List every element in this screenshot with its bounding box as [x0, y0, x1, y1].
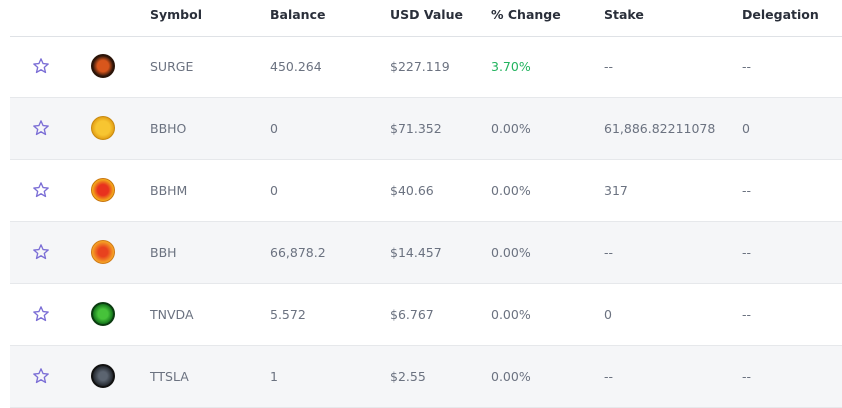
cell-symbol: BBHM [150, 183, 188, 198]
table-row: BBHM 0 $40.66 0.00% 317 -- [10, 160, 842, 222]
cell-change: 0.00% [491, 183, 531, 198]
cell-stake: -- [604, 59, 614, 74]
column-header: USD Value [390, 7, 463, 22]
cell-change: 0.00% [491, 245, 531, 260]
column-header: % Change [491, 7, 561, 22]
cell-delegation: -- [742, 183, 752, 198]
column-header: Delegation [742, 7, 819, 22]
cell-stake: 0 [604, 307, 612, 322]
table-row: TTSLA 1 $2.55 0.00% -- -- [10, 346, 842, 408]
cell-stake: -- [604, 245, 614, 260]
column-header: Balance [270, 7, 326, 22]
token-icon [91, 364, 115, 388]
table-header: Symbol Balance USD Value % Change Stake Deleg… [10, 0, 842, 37]
cell-usd-value: $40.66 [390, 183, 434, 198]
column-header: Symbol [150, 7, 202, 22]
cell-symbol: TNVDA [150, 307, 194, 322]
cell-symbol: SURGE [150, 59, 194, 74]
token-icon [91, 116, 115, 140]
favorite-star[interactable] [32, 119, 50, 137]
favorite-star[interactable] [32, 57, 50, 75]
cell-usd-value: $71.352 [390, 121, 442, 136]
favorite-star[interactable] [32, 243, 50, 261]
token-icon [91, 54, 115, 78]
favorite-star[interactable] [32, 367, 50, 385]
table-row: SURGE 450.264 $227.119 3.70% -- -- [10, 36, 842, 98]
cell-change: 3.70% [491, 59, 531, 74]
cell-usd-value: $14.457 [390, 245, 442, 260]
favorite-star[interactable] [32, 181, 50, 199]
cell-usd-value: $6.767 [390, 307, 434, 322]
cell-stake: -- [604, 369, 614, 384]
table-row: BBHO 0 $71.352 0.00% 61,886.82211078 0 [10, 98, 842, 160]
cell-change: 0.00% [491, 121, 531, 136]
cell-delegation: -- [742, 307, 752, 322]
token-table: Symbol Balance USD Value % Change Stake Deleg… [10, 0, 842, 408]
cell-usd-value: $227.119 [390, 59, 450, 74]
cell-symbol: TTSLA [150, 369, 189, 384]
cell-symbol: BBH [150, 245, 177, 260]
favorite-star[interactable] [32, 305, 50, 323]
cell-usd-value: $2.55 [390, 369, 426, 384]
cell-balance: 450.264 [270, 59, 322, 74]
token-icon [91, 178, 115, 202]
cell-stake: 317 [604, 183, 628, 198]
column-header: Stake [604, 7, 644, 22]
table-row: BBH 66,878.2 $14.457 0.00% -- -- [10, 222, 842, 284]
cell-balance: 0 [270, 121, 278, 136]
cell-symbol: BBHO [150, 121, 187, 136]
cell-delegation: 0 [742, 121, 750, 136]
cell-change: 0.00% [491, 369, 531, 384]
cell-delegation: -- [742, 245, 752, 260]
cell-delegation: -- [742, 59, 752, 74]
table-row: TNVDA 5.572 $6.767 0.00% 0 -- [10, 284, 842, 346]
token-icon [91, 302, 115, 326]
cell-balance: 0 [270, 183, 278, 198]
cell-change: 0.00% [491, 307, 531, 322]
token-icon [91, 240, 115, 264]
cell-balance: 5.572 [270, 307, 306, 322]
cell-balance: 1 [270, 369, 278, 384]
cell-delegation: -- [742, 369, 752, 384]
cell-balance: 66,878.2 [270, 245, 326, 260]
cell-stake: 61,886.82211078 [604, 121, 716, 136]
